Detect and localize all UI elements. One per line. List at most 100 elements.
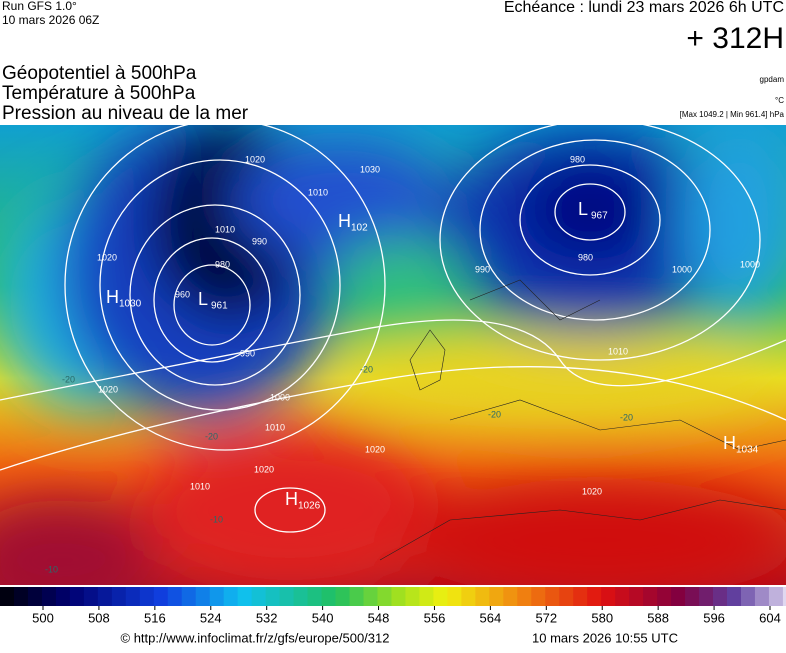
unit-label: gpdam	[760, 75, 785, 84]
temperature-label: -20	[360, 364, 373, 374]
colorbar-cell	[167, 587, 183, 606]
colorbar-cell	[531, 587, 546, 606]
colorbar-cell	[293, 587, 309, 606]
colorbar-cell	[685, 587, 700, 606]
temperature-label: -10	[210, 514, 223, 524]
colorbar-cell	[727, 587, 742, 606]
isobar-label: 1010	[190, 481, 210, 491]
colorbar-cell	[125, 587, 141, 606]
colorbar-cell	[335, 587, 351, 606]
colorbar: 500 508 516 524 532 540 548 556 564 572 580 588 596 6…	[0, 587, 786, 625]
temperature-label: -20	[620, 412, 633, 422]
colorbar-cell	[671, 587, 686, 606]
isobar-label: 1030	[360, 164, 380, 174]
pressure-center-value: 102	[351, 223, 368, 234]
footer-date: 10 mars 2026 10:55 UTC	[532, 630, 678, 645]
forecast-time: Echéance : lundi 23 mars 2026 6h UTC	[504, 0, 784, 16]
colorbar-cell	[391, 587, 406, 606]
title: Géopotentiel à 500hPa	[2, 63, 197, 84]
colorbar-cell	[573, 587, 588, 606]
colorbar-tick-label: 532	[256, 610, 278, 625]
colorbar-cell	[782, 587, 786, 606]
isobar-label: 980	[578, 252, 593, 262]
colorbar-cell	[601, 587, 616, 606]
colorbar-cell	[321, 587, 337, 606]
colorbar-cell	[713, 587, 728, 606]
isobar-label: 990	[240, 348, 255, 358]
colorbar-cell	[629, 587, 644, 606]
colorbar-cell	[139, 587, 155, 606]
colorbar-cell	[615, 587, 630, 606]
temperature-label: -20	[488, 409, 501, 419]
colorbar-cell	[740, 587, 756, 606]
title: Pression au niveau de la mer	[2, 103, 249, 124]
colorbar-cell	[768, 587, 784, 606]
colorbar-cell	[545, 587, 560, 606]
colorbar-cell	[503, 587, 518, 606]
colorbar-cell	[27, 587, 43, 606]
map-field	[0, 125, 786, 585]
isobar-label: 1000	[270, 392, 290, 402]
isobar-label: 990	[252, 236, 267, 246]
colorbar-cell	[153, 587, 169, 606]
colorbar-cell	[587, 587, 602, 606]
unit-label: °C	[775, 96, 784, 105]
isobar-label: 1020	[245, 154, 265, 164]
colorbar-cell	[97, 587, 113, 606]
colorbar-cell	[209, 587, 225, 606]
colorbar-cell	[13, 587, 29, 606]
colorbar-cell	[559, 587, 574, 606]
colorbar-cell	[41, 587, 57, 606]
colorbar-tick-label: 540	[312, 610, 334, 625]
colorbar-cell	[517, 587, 532, 606]
colorbar-cell	[489, 587, 504, 606]
colorbar-tick-label: 596	[703, 610, 725, 625]
unit-label: [Max 1049.2 | Min 961.4] hPa	[680, 110, 785, 119]
run-label: Run GFS 1.0°	[2, 0, 77, 13]
colorbar-cell	[237, 587, 253, 606]
colorbar-cell	[55, 587, 71, 606]
isobar-label: 980	[570, 154, 585, 164]
colorbar-cell	[699, 587, 714, 606]
colorbar-tick-label: 564	[480, 610, 502, 625]
isobar-label: 1010	[265, 422, 285, 432]
footer-url: © http://www.infoclimat.fr/z/gfs/europe/…	[121, 630, 390, 645]
colorbar-cell	[69, 587, 85, 606]
colorbar-cell	[363, 587, 378, 606]
colorbar-cell	[0, 587, 15, 606]
pressure-center-type: H	[285, 489, 298, 509]
lead-time: + 312H	[686, 22, 784, 55]
isobar-label: 960	[175, 289, 190, 299]
colorbar-tick-label: 572	[535, 610, 557, 625]
colorbar-tick-label: 516	[144, 610, 166, 625]
colorbar-cell	[111, 587, 127, 606]
colorbar-cell	[223, 587, 239, 606]
colorbar-tick-label: 604	[759, 610, 781, 625]
colorbar-cell	[195, 587, 211, 606]
colorbar-cell	[419, 587, 434, 606]
isobar-label: 1020	[98, 384, 118, 394]
isobar-label: 990	[475, 264, 490, 274]
colorbar-cell	[307, 587, 323, 606]
isobar-label: 1010	[215, 224, 235, 234]
pressure-center-type: H	[723, 433, 736, 453]
isobar-label: 1020	[582, 486, 602, 496]
pressure-center-type: H	[106, 287, 119, 307]
title: Température à 500hPa	[2, 83, 196, 104]
colorbar-cell	[754, 587, 770, 606]
isobar-label: 1020	[254, 464, 274, 474]
pressure-center-value: 1026	[298, 501, 321, 512]
colorbar-tick-label: 524	[200, 610, 222, 625]
colorbar-cell	[461, 587, 476, 606]
colorbar-cell	[251, 587, 267, 606]
run-date: 10 mars 2026 06Z	[2, 13, 99, 27]
pressure-center-value: 961	[211, 301, 228, 312]
temperature-label: -20	[205, 431, 218, 441]
colorbar-cell	[349, 587, 364, 606]
colorbar-cell	[377, 587, 392, 606]
pressure-center-value: 1030	[119, 299, 142, 310]
isobar-label: 1010	[608, 346, 628, 356]
colorbar-tick-label: 580	[591, 610, 613, 625]
